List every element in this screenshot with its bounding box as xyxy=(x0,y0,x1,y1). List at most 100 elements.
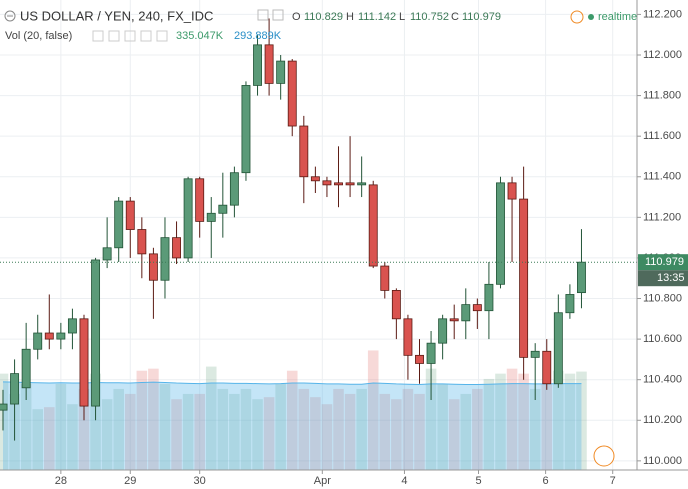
volume-bar xyxy=(275,383,286,470)
volume-bar xyxy=(194,393,205,470)
volume-icon[interactable] xyxy=(124,30,136,42)
volume-bar xyxy=(367,350,379,470)
candle-body xyxy=(10,373,20,405)
candle-body xyxy=(137,229,147,255)
candle-body xyxy=(577,261,586,294)
volume-bar xyxy=(402,388,414,470)
close-value: 110.979 xyxy=(462,11,501,23)
volume-bar xyxy=(101,399,113,470)
volume-bar xyxy=(182,393,194,470)
x-tick-label: 6 xyxy=(543,475,549,487)
volume-bar xyxy=(460,393,472,470)
alert-icon[interactable] xyxy=(570,10,584,24)
volume-bar xyxy=(20,383,32,470)
volume-bar xyxy=(78,388,90,470)
collapse-icon[interactable] xyxy=(4,10,16,22)
volume-bar xyxy=(136,370,148,470)
candle-body xyxy=(241,85,251,174)
candle-body xyxy=(472,304,482,312)
candle-body xyxy=(403,318,413,356)
candle-body xyxy=(484,283,494,312)
realtime-status: realtime xyxy=(598,11,637,23)
volume-bar xyxy=(564,373,576,470)
candle-body xyxy=(0,403,8,411)
candle-body xyxy=(496,182,505,285)
volume-bar xyxy=(321,404,333,470)
volume-bar xyxy=(55,383,67,470)
volume-icon[interactable] xyxy=(140,30,152,42)
high-label: H xyxy=(346,11,354,23)
candle-body xyxy=(91,259,101,407)
bottom-right-icon xyxy=(593,445,615,467)
volume-bar xyxy=(425,368,437,470)
candle-body xyxy=(380,265,390,291)
candle-body xyxy=(461,304,471,322)
volume-bar xyxy=(553,370,564,470)
volume-bar xyxy=(32,409,44,470)
volume-bar xyxy=(90,373,101,470)
x-tick-label: 5 xyxy=(475,475,481,487)
open-value: 110.829 xyxy=(304,11,343,23)
y-tick-label: 110.000 xyxy=(643,455,682,467)
volume-bar xyxy=(391,399,402,470)
candle-body xyxy=(507,182,517,200)
y-tick-label: 110.800 xyxy=(643,292,682,304)
candle-body xyxy=(67,318,77,334)
candle-body xyxy=(299,125,309,178)
candle-body xyxy=(449,318,459,322)
candle-body xyxy=(565,294,575,314)
candle-body xyxy=(391,290,401,320)
candle-body xyxy=(426,342,436,364)
volume-ma-area xyxy=(3,381,582,470)
candle-body xyxy=(33,332,43,350)
volume-bar xyxy=(448,399,460,470)
candle-body xyxy=(253,44,262,86)
y-tick-label: 110.200 xyxy=(643,414,682,426)
candle-body xyxy=(553,312,563,385)
candle-body xyxy=(415,354,424,364)
candle-body xyxy=(195,178,205,222)
candle-layer xyxy=(0,18,637,441)
volume-bar xyxy=(159,383,171,470)
volume-bar xyxy=(437,383,448,470)
x-tick-label: 30 xyxy=(194,475,206,487)
candle-body xyxy=(21,348,31,389)
y-tick-label: 111.400 xyxy=(643,171,681,183)
candle-body xyxy=(79,318,89,407)
volume-bar xyxy=(541,383,553,470)
y-tick-label: 110.400 xyxy=(643,374,682,386)
volume-bar xyxy=(414,393,425,470)
volume-ma-value: 293.889K xyxy=(234,30,282,42)
candle-body xyxy=(56,332,66,340)
settings-icon[interactable] xyxy=(257,9,269,21)
y-tick-label: 111.800 xyxy=(643,89,681,101)
candle-body xyxy=(102,247,112,261)
close-label: C xyxy=(451,11,459,23)
volume-bar xyxy=(298,388,310,470)
candle-body xyxy=(287,60,297,127)
volume-bar xyxy=(379,393,391,470)
volume-bar xyxy=(356,388,367,470)
candle-body xyxy=(368,184,378,267)
candle-body xyxy=(229,172,239,206)
volume-bar xyxy=(286,370,298,470)
countdown-box xyxy=(638,270,688,287)
candle-body xyxy=(183,178,193,259)
candle-body xyxy=(322,180,332,186)
candle-body xyxy=(218,204,228,214)
volume-icon[interactable] xyxy=(108,30,120,42)
last-price-box xyxy=(638,254,688,271)
volume-icon[interactable] xyxy=(92,30,104,42)
candle-body xyxy=(44,332,54,340)
low-label: L xyxy=(399,11,405,23)
close-icon[interactable] xyxy=(272,9,284,21)
events-icon[interactable] xyxy=(593,445,615,467)
y-tick-label: 111.200 xyxy=(643,211,681,223)
candle-body xyxy=(160,237,170,281)
volume-icon[interactable] xyxy=(156,30,168,42)
candle-body xyxy=(206,212,216,222)
volume-bar xyxy=(252,399,263,470)
candle-body xyxy=(264,44,274,84)
candle-body xyxy=(345,182,355,186)
